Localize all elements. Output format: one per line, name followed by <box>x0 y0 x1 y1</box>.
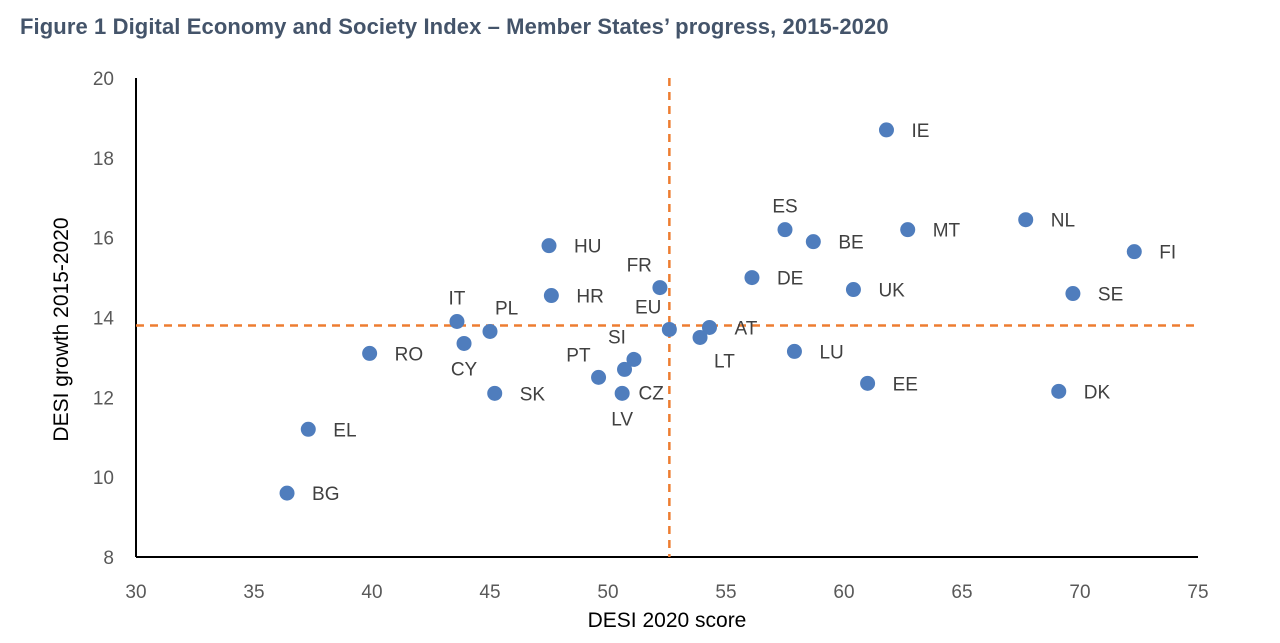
data-label-dk: DK <box>1084 382 1111 403</box>
data-label-hr: HR <box>576 287 603 308</box>
data-point-lt <box>692 329 708 345</box>
data-point-si <box>626 351 642 367</box>
data-point-nl <box>1018 212 1034 228</box>
data-point-bg <box>279 485 295 501</box>
data-point-sk <box>487 385 503 401</box>
x-tick-label: 75 <box>1187 582 1208 603</box>
data-point-at <box>701 319 717 335</box>
data-point-cy <box>456 335 472 351</box>
data-label-cy: CY <box>451 359 478 380</box>
data-label-ie: IE <box>911 121 929 142</box>
data-point-fi <box>1126 244 1142 260</box>
data-point-dk <box>1051 383 1067 399</box>
data-label-es: ES <box>772 197 797 218</box>
data-point-de <box>744 270 760 286</box>
point-labels: IE NL FI MT ES BE SE DE UK HU HR FR IT PL CY RO EU AT LT SI… <box>312 121 1176 505</box>
x-tick-label: 30 <box>125 582 146 603</box>
data-point-lu <box>786 343 802 359</box>
data-point-pt <box>591 369 607 385</box>
data-point-es <box>777 222 793 238</box>
data-label-se: SE <box>1098 285 1123 306</box>
x-tick-label: 70 <box>1069 582 1090 603</box>
data-label-pt: PT <box>566 345 591 366</box>
data-point-hr <box>543 288 559 304</box>
data-point-uk <box>845 282 861 298</box>
figure-title: Figure 1 Digital Economy and Society Ind… <box>20 14 889 39</box>
y-tick-label: 16 <box>93 229 114 250</box>
y-tick-label: 14 <box>93 309 115 330</box>
x-tick-label: 40 <box>361 582 382 603</box>
x-tick-label: 50 <box>597 582 618 603</box>
x-tick-label: 55 <box>715 582 736 603</box>
x-tick-label: 60 <box>833 582 854 603</box>
data-point-el <box>300 421 316 437</box>
data-label-cz: CZ <box>639 383 665 404</box>
reference-lines <box>136 78 1198 557</box>
x-tick-label: 45 <box>479 582 500 603</box>
data-label-lu: LU <box>819 342 843 363</box>
data-label-de: DE <box>777 269 803 290</box>
data-point-hu <box>541 238 557 254</box>
y-tick-label: 8 <box>103 548 114 569</box>
data-label-el: EL <box>333 420 356 441</box>
data-label-sk: SK <box>520 384 546 405</box>
data-points <box>279 122 1142 501</box>
x-axis-label: DESI 2020 score <box>588 609 747 632</box>
data-label-lv: LV <box>611 409 633 430</box>
data-point-lv <box>614 385 630 401</box>
data-label-bg: BG <box>312 484 339 505</box>
data-point-pl <box>482 323 498 339</box>
data-label-si: SI <box>608 327 626 348</box>
data-point-cz <box>617 361 633 377</box>
data-point-eu <box>661 321 677 337</box>
data-label-at: AT <box>734 318 757 339</box>
data-point-ie <box>878 122 894 138</box>
axes: 30 35 40 45 50 55 60 65 70 75 8 10 12 14 16 18 20 <box>93 69 1209 603</box>
y-tick-label: 12 <box>93 388 114 409</box>
data-point-ee <box>860 375 876 391</box>
data-label-ee: EE <box>893 374 918 395</box>
data-label-nl: NL <box>1051 211 1075 232</box>
x-tick-label: 35 <box>243 582 264 603</box>
data-point-ro <box>362 345 378 361</box>
x-tick-label: 65 <box>951 582 972 603</box>
data-point-be <box>805 234 821 250</box>
data-point-fr <box>652 280 668 296</box>
data-label-lt: LT <box>714 351 735 372</box>
data-label-mt: MT <box>933 221 961 242</box>
y-tick-label: 18 <box>93 149 114 170</box>
y-axis-label: DESI growth 2015-2020 <box>50 217 73 441</box>
data-point-se <box>1065 286 1081 302</box>
data-label-hu: HU <box>574 237 601 258</box>
data-point-it <box>449 313 465 329</box>
data-label-it: IT <box>449 288 466 309</box>
data-label-eu: EU <box>635 297 661 318</box>
y-tick-label: 20 <box>93 69 114 90</box>
data-label-pl: PL <box>495 298 518 319</box>
data-label-uk: UK <box>878 281 905 302</box>
y-tick-label: 10 <box>93 468 114 489</box>
data-point-mt <box>900 222 916 238</box>
data-label-fi: FI <box>1159 243 1176 264</box>
data-label-ro: RO <box>395 344 424 365</box>
data-label-fr: FR <box>627 256 652 277</box>
data-label-be: BE <box>838 233 863 254</box>
